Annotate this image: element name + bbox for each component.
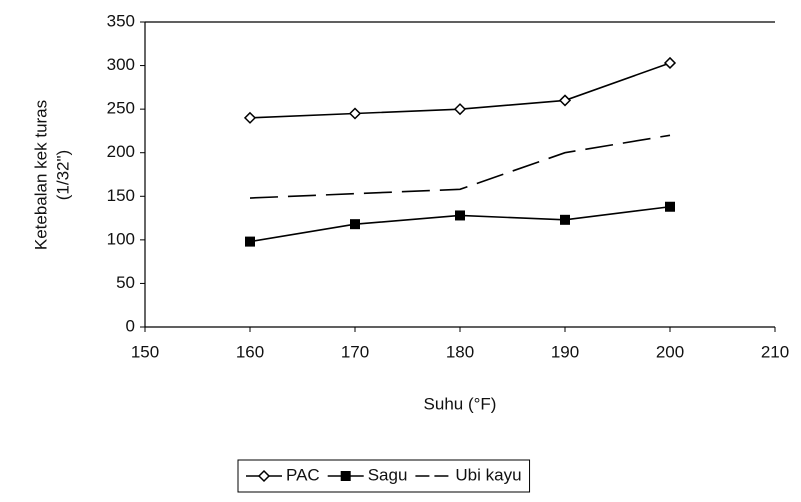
y-tick-label: 50 — [116, 273, 135, 292]
x-tick-label: 150 — [131, 342, 159, 361]
y-tick-label: 100 — [107, 229, 135, 248]
y-axis-label-1: Ketebalan kek turas — [31, 100, 50, 250]
square-marker — [560, 214, 570, 225]
x-tick-label: 200 — [656, 342, 684, 361]
x-tick-label: 190 — [551, 342, 579, 361]
legend-label: PAC — [286, 465, 320, 484]
diamond-marker — [348, 107, 362, 120]
x-tick-label: 210 — [761, 342, 789, 361]
diamond-marker — [257, 469, 271, 483]
x-tick-label: 170 — [341, 342, 369, 361]
square-marker — [245, 236, 255, 247]
square-marker — [350, 219, 360, 230]
legend-label: Ubi kayu — [455, 465, 521, 484]
y-tick-label: 150 — [107, 186, 135, 205]
square-marker — [340, 471, 351, 481]
x-tick-label: 180 — [446, 342, 474, 361]
diamond-marker — [558, 94, 572, 107]
y-tick-label: 0 — [126, 316, 135, 335]
y-tick-label: 300 — [107, 55, 135, 74]
legend-label: Sagu — [368, 465, 408, 484]
legend-box — [237, 459, 531, 493]
y-tick-label: 250 — [107, 99, 135, 118]
diamond-marker — [663, 56, 677, 70]
y-tick-label: 200 — [107, 142, 135, 161]
y-axis-label-2: (1/32") — [53, 150, 72, 200]
square-marker — [665, 201, 675, 212]
series-line — [249, 134, 671, 199]
y-tick-label: 350 — [107, 11, 135, 30]
legend: PAC Sagu Ubi kayu — [237, 459, 531, 493]
x-axis-label: Suhu (°F) — [424, 394, 497, 413]
x-tick-label: 160 — [236, 342, 264, 361]
square-marker — [455, 210, 465, 221]
plot-frame — [144, 21, 775, 328]
diamond-marker — [243, 111, 257, 124]
diamond-marker — [453, 103, 467, 116]
